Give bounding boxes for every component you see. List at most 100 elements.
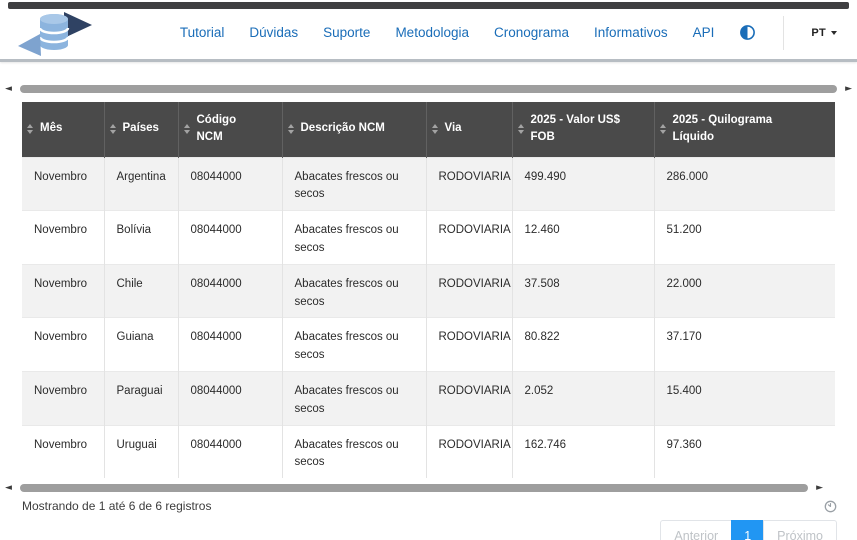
scroll-right-icon[interactable]: ► xyxy=(845,83,852,94)
table-scrollbar-top: ◄ ► xyxy=(5,82,852,96)
cell-via: RODOVIARIA xyxy=(426,263,513,318)
cell-mes: Novembro xyxy=(22,156,105,211)
history-clock-button[interactable] xyxy=(824,500,837,513)
contrast-toggle[interactable] xyxy=(739,24,756,41)
table-row: Novembro Paraguai 08044000 Abacates fres… xyxy=(22,371,835,426)
column-header-mes[interactable]: Mês xyxy=(22,102,105,157)
nav-links: Tutorial Dúvidas Suporte Metodologia Cro… xyxy=(179,15,837,50)
language-dropdown[interactable]: PT xyxy=(811,27,837,39)
sort-icon xyxy=(109,124,116,135)
cell-valor: 2.052 xyxy=(512,371,655,426)
top-scrollbar-strip[interactable] xyxy=(8,2,849,9)
comexstat-logo-icon xyxy=(18,11,92,56)
cell-via: RODOVIARIA xyxy=(426,424,513,479)
table-footer: Mostrando de 1 até 6 de 6 registros xyxy=(22,499,837,513)
pagination: Anterior 1 Próximo xyxy=(660,520,837,540)
caret-down-icon xyxy=(831,30,837,35)
cell-mes: Novembro xyxy=(22,317,105,372)
cell-pais: Argentina xyxy=(104,156,179,211)
cell-via: RODOVIARIA xyxy=(426,156,513,211)
pagination-page-1[interactable]: 1 xyxy=(731,520,765,540)
scroll-left-icon[interactable]: ◄ xyxy=(5,482,12,493)
cell-valor: 80.822 xyxy=(512,317,655,372)
table-scrollbar-bottom: ◄ ► xyxy=(5,481,823,495)
cell-pais: Chile xyxy=(104,263,179,318)
cell-via: RODOVIARIA xyxy=(426,317,513,372)
sort-icon xyxy=(431,124,438,135)
cell-descricao: Abacates frescos ou secos xyxy=(282,263,427,318)
cell-quilograma: 22.000 xyxy=(654,263,835,318)
navbar: Tutorial Dúvidas Suporte Metodologia Cro… xyxy=(0,0,857,62)
language-label: PT xyxy=(811,26,826,39)
cell-descricao: Abacates frescos ou secos xyxy=(282,424,427,479)
nav-tutorial[interactable]: Tutorial xyxy=(179,25,225,40)
pagination-previous[interactable]: Anterior xyxy=(660,520,733,540)
cell-valor: 499.490 xyxy=(512,156,655,211)
nav-suporte[interactable]: Suporte xyxy=(323,25,371,40)
scroll-left-icon[interactable]: ◄ xyxy=(5,83,12,94)
scroll-right-icon[interactable]: ► xyxy=(816,482,823,493)
cell-descricao: Abacates frescos ou secos xyxy=(282,317,427,372)
scrollbar-thumb-bottom[interactable] xyxy=(19,484,809,493)
scrollbar-thumb-top[interactable] xyxy=(19,85,838,93)
cell-codigo: 08044000 xyxy=(178,424,283,479)
cell-codigo: 08044000 xyxy=(178,263,283,318)
scrollbar-track-bottom[interactable] xyxy=(18,484,810,493)
cell-descricao: Abacates frescos ou secos xyxy=(282,210,427,265)
cell-pais: Paraguai xyxy=(104,371,179,426)
cell-codigo: 08044000 xyxy=(178,156,283,211)
cell-quilograma: 37.170 xyxy=(654,317,835,372)
data-table: Mês Países Código NCM Descrição NCM Via … xyxy=(22,102,835,479)
cell-valor: 37.508 xyxy=(512,263,655,318)
nav-duvidas[interactable]: Dúvidas xyxy=(249,25,299,40)
table-header-row: Mês Países Código NCM Descrição NCM Via … xyxy=(22,102,835,157)
cell-mes: Novembro xyxy=(22,210,105,265)
table-row: Novembro Chile 08044000 Abacates frescos… xyxy=(22,263,835,318)
sort-icon xyxy=(287,124,294,135)
sort-icon xyxy=(517,124,524,135)
sort-icon xyxy=(659,124,666,135)
cell-valor: 162.746 xyxy=(512,424,655,479)
cell-pais: Bolívia xyxy=(104,210,179,265)
navbar-divider xyxy=(783,15,785,50)
cell-codigo: 08044000 xyxy=(178,317,283,372)
column-header-paises[interactable]: Países xyxy=(104,102,179,157)
cell-descricao: Abacates frescos ou secos xyxy=(282,371,427,426)
column-header-quilograma[interactable]: 2025 - Quilograma Líquido xyxy=(654,102,835,157)
cell-descricao: Abacates frescos ou secos xyxy=(282,156,427,211)
column-header-via[interactable]: Via xyxy=(426,102,513,157)
cell-codigo: 08044000 xyxy=(178,371,283,426)
cell-via: RODOVIARIA xyxy=(426,371,513,426)
cell-pais: Guiana xyxy=(104,317,179,372)
sort-icon xyxy=(183,124,190,135)
nav-cronograma[interactable]: Cronograma xyxy=(494,25,570,40)
table-body: Novembro Argentina 08044000 Abacates fre… xyxy=(22,156,835,479)
nav-informativos[interactable]: Informativos xyxy=(594,25,668,40)
column-header-codigo-ncm[interactable]: Código NCM xyxy=(178,102,283,157)
cell-pais: Uruguai xyxy=(104,424,179,479)
comexstat-logo[interactable] xyxy=(12,9,98,57)
cell-mes: Novembro xyxy=(22,263,105,318)
scrollbar-track-top[interactable] xyxy=(18,85,839,93)
pagination-area: Anterior 1 Próximo xyxy=(0,520,837,540)
clock-icon xyxy=(824,500,837,513)
table-row: Novembro Bolívia 08044000 Abacates fresc… xyxy=(22,210,835,265)
table-row: Novembro Uruguai 08044000 Abacates fresc… xyxy=(22,424,835,479)
cell-valor: 12.460 xyxy=(512,210,655,265)
cell-quilograma: 97.360 xyxy=(654,424,835,479)
pagination-next[interactable]: Próximo xyxy=(763,520,837,540)
nav-api[interactable]: API xyxy=(692,25,715,40)
table-row: Novembro Argentina 08044000 Abacates fre… xyxy=(22,156,835,211)
records-info: Mostrando de 1 até 6 de 6 registros xyxy=(22,499,212,514)
column-header-valor-fob[interactable]: 2025 - Valor US$ FOB xyxy=(512,102,655,157)
column-header-descricao-ncm[interactable]: Descrição NCM xyxy=(282,102,427,157)
cell-codigo: 08044000 xyxy=(178,210,283,265)
cell-via: RODOVIARIA xyxy=(426,210,513,265)
nav-metodologia[interactable]: Metodologia xyxy=(395,25,469,40)
cell-quilograma: 51.200 xyxy=(654,210,835,265)
sort-icon xyxy=(27,124,33,135)
cell-mes: Novembro xyxy=(22,371,105,426)
cell-mes: Novembro xyxy=(22,424,105,479)
cell-quilograma: 15.400 xyxy=(654,371,835,426)
